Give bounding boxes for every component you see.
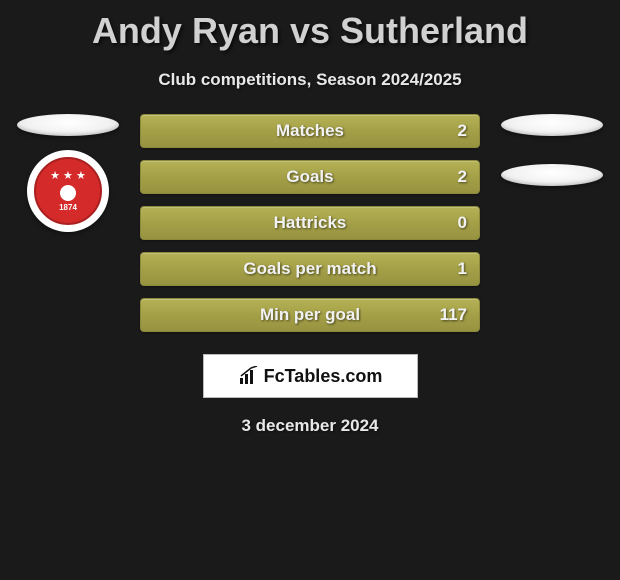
- stat-value: 117: [440, 305, 467, 325]
- stat-row-goals-per-match: Goals per match 1: [140, 252, 480, 286]
- brand-text: FcTables.com: [264, 366, 383, 387]
- subtitle: Club competitions, Season 2024/2025: [0, 70, 620, 90]
- right-player-column: [492, 114, 612, 186]
- badge-ball-icon: [60, 185, 76, 201]
- stat-label: Goals: [286, 167, 333, 187]
- left-photo-placeholder: [17, 114, 119, 136]
- stat-row-min-per-goal: Min per goal 117: [140, 298, 480, 332]
- stat-label: Matches: [276, 121, 344, 141]
- badge-inner: ★ ★ ★ 1874: [34, 157, 102, 225]
- left-club-badge: ★ ★ ★ 1874: [27, 150, 109, 232]
- stat-row-matches: Matches 2: [140, 114, 480, 148]
- left-player-column: ★ ★ ★ 1874: [8, 114, 128, 232]
- stats-table: Matches 2 Goals 2 Hattricks 0 Goals per …: [140, 114, 480, 332]
- stat-value: 2: [458, 121, 467, 141]
- right-club-placeholder: [501, 164, 603, 186]
- badge-year: 1874: [59, 203, 77, 212]
- stat-value: 2: [458, 167, 467, 187]
- stat-value: 1: [458, 259, 467, 279]
- badge-stars: ★ ★ ★: [50, 171, 86, 182]
- right-photo-placeholder: [501, 114, 603, 136]
- page-title: Andy Ryan vs Sutherland: [0, 0, 620, 52]
- stat-label: Hattricks: [274, 213, 347, 233]
- stat-value: 0: [458, 213, 467, 233]
- content: ★ ★ ★ 1874 Matches 2 Goals 2 Hattricks 0…: [0, 114, 620, 436]
- brand-box: FcTables.com: [203, 354, 418, 398]
- stat-label: Min per goal: [260, 305, 360, 325]
- chart-icon: [238, 366, 260, 386]
- date-text: 3 december 2024: [0, 416, 620, 436]
- stat-label: Goals per match: [243, 259, 376, 279]
- stat-row-goals: Goals 2: [140, 160, 480, 194]
- stat-row-hattricks: Hattricks 0: [140, 206, 480, 240]
